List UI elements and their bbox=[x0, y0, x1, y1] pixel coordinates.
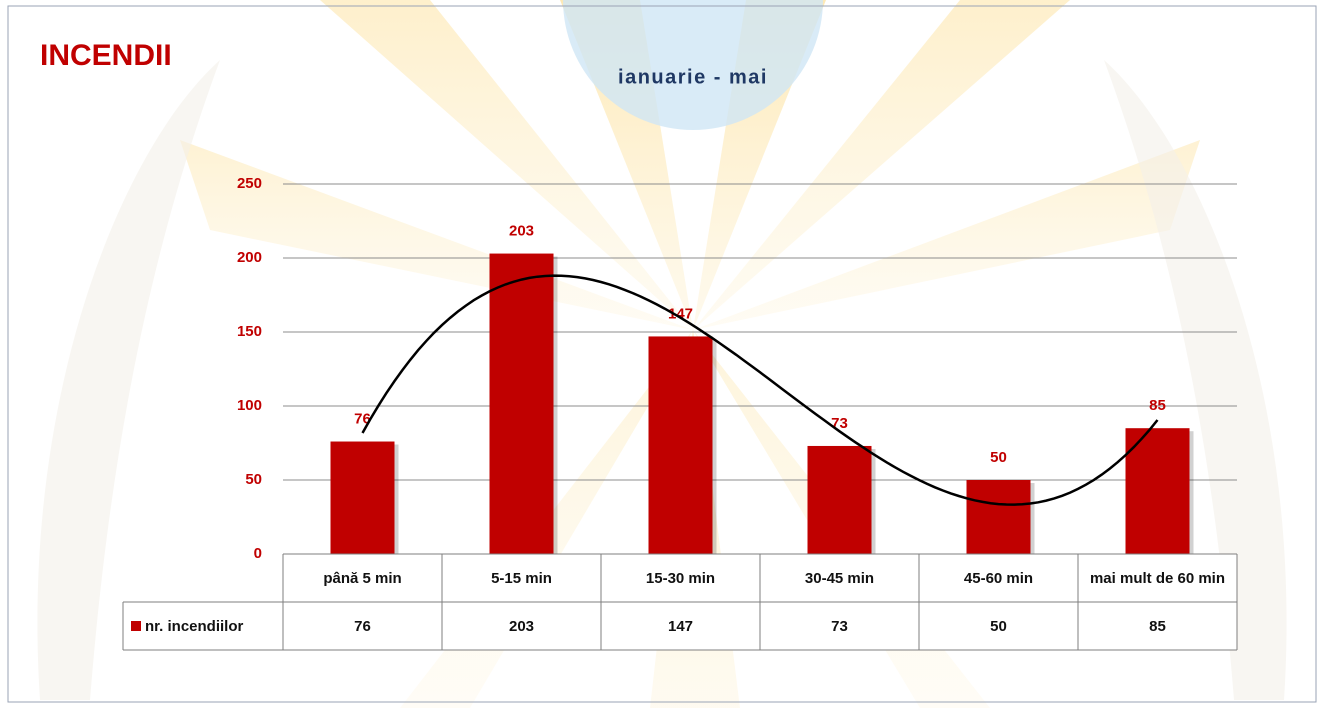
y-tick-label: 0 bbox=[254, 545, 262, 562]
page: {"chart_data": {"type": "bar", "title": … bbox=[0, 0, 1324, 708]
legend-label: nr. incendiilor bbox=[145, 618, 244, 635]
x-tick-label: mai mult de 60 min bbox=[1082, 554, 1233, 602]
chart-title: INCENDII bbox=[40, 39, 172, 72]
bar bbox=[649, 336, 713, 554]
x-tick-cell: 30-45 min bbox=[764, 554, 915, 602]
x-tick-label: 45-60 min bbox=[923, 554, 1074, 602]
bar bbox=[808, 446, 872, 554]
data-label: 203 bbox=[509, 223, 534, 240]
table-value: 85 bbox=[1149, 618, 1166, 635]
x-tick-label: 30-45 min bbox=[764, 554, 915, 602]
x-tick-cell: mai mult de 60 min bbox=[1082, 554, 1233, 602]
table-value: 76 bbox=[354, 618, 371, 635]
chart-subtitle: ianuarie - mai bbox=[618, 66, 768, 88]
y-tick-label: 200 bbox=[237, 249, 262, 266]
table-value: 73 bbox=[831, 618, 848, 635]
x-tick-cell: 5-15 min bbox=[446, 554, 597, 602]
bar bbox=[490, 254, 554, 554]
bar bbox=[967, 480, 1031, 554]
bar bbox=[331, 442, 395, 554]
y-tick-label: 50 bbox=[245, 471, 262, 488]
y-tick-label: 250 bbox=[237, 175, 262, 192]
y-tick-label: 150 bbox=[237, 323, 262, 340]
x-tick-label: 5-15 min bbox=[446, 554, 597, 602]
x-tick-label: până 5 min bbox=[287, 554, 438, 602]
x-tick-cell: 15-30 min bbox=[605, 554, 756, 602]
table-value: 203 bbox=[509, 618, 534, 635]
table-value: 147 bbox=[668, 618, 693, 635]
chart: INCENDII ianuarie - mai 0 50 100 150 200 250 7… bbox=[0, 0, 1324, 708]
x-tick-cell: până 5 min bbox=[287, 554, 438, 602]
data-label: 85 bbox=[1149, 397, 1166, 414]
x-tick-cell: 45-60 min bbox=[923, 554, 1074, 602]
y-tick-label: 100 bbox=[237, 397, 262, 414]
data-label: 73 bbox=[831, 415, 848, 432]
table-value: 50 bbox=[990, 618, 1007, 635]
data-label: 50 bbox=[990, 449, 1007, 466]
legend-swatch bbox=[131, 621, 141, 631]
x-tick-label: 15-30 min bbox=[605, 554, 756, 602]
